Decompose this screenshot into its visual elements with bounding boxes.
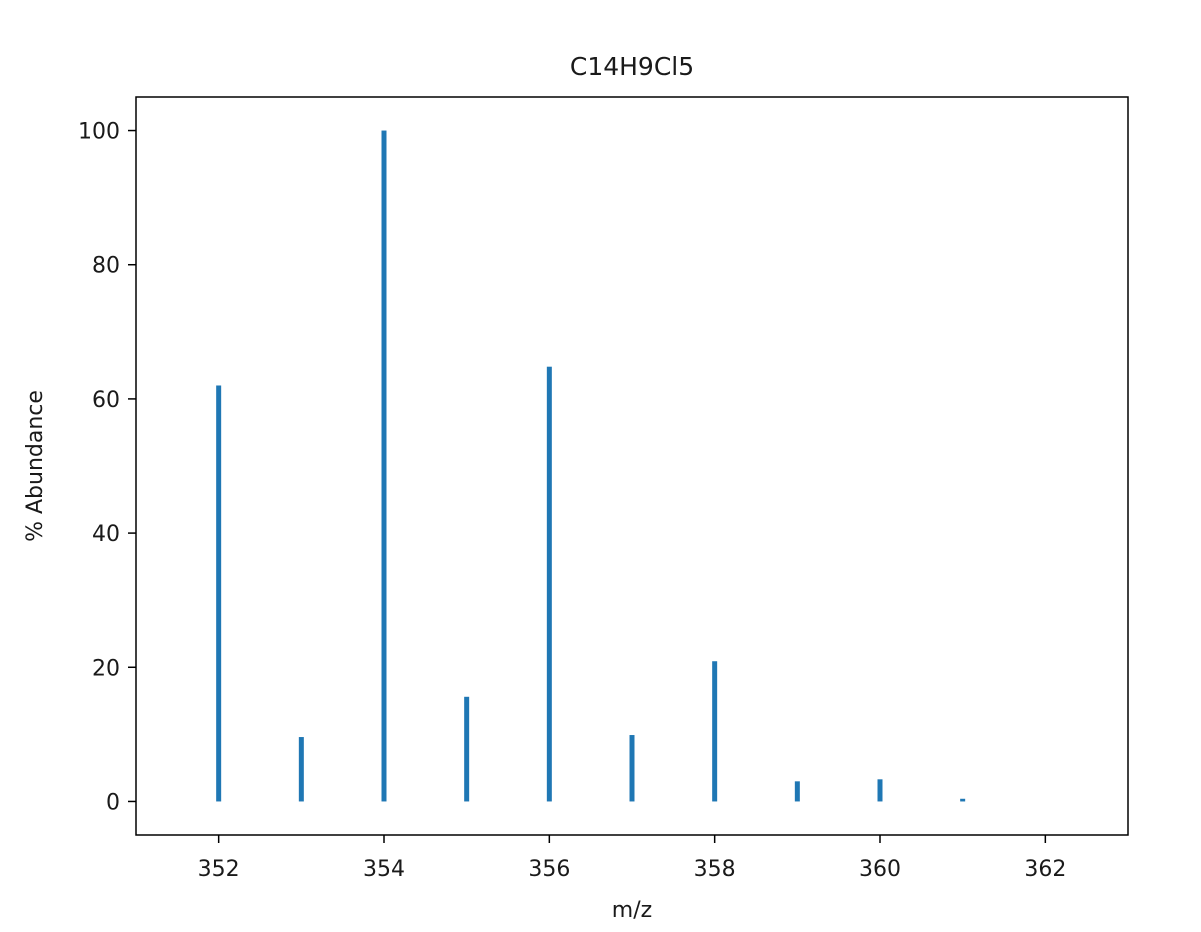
chart-title: C14H9Cl5 [570, 52, 694, 81]
bar-361 [960, 798, 966, 802]
x-tick-label: 352 [198, 857, 240, 882]
bar-358 [712, 661, 718, 802]
plot-frame [135, 96, 1129, 836]
bar-354 [381, 130, 387, 802]
y-axis-ticks: 0 20 40 60 80 100 [78, 120, 136, 815]
y-tick-label: 0 [106, 790, 120, 815]
bar-360 [877, 779, 883, 802]
bar-357 [629, 735, 635, 802]
y-tick-label: 40 [92, 522, 120, 547]
x-axis-ticks: 352 354 356 358 360 362 [198, 835, 1066, 882]
bar-352 [216, 385, 222, 802]
y-tick-label: 60 [92, 388, 120, 413]
x-tick-label: 360 [859, 857, 901, 882]
bar-355 [464, 696, 470, 802]
y-axis-label: % Abundance [23, 390, 48, 542]
y-tick-label: 20 [92, 656, 120, 681]
x-axis-label: m/z [612, 898, 652, 923]
y-tick-label: 80 [92, 254, 120, 279]
bar-356 [546, 366, 552, 802]
x-tick-label: 354 [363, 857, 405, 882]
bar-359 [794, 781, 800, 802]
spectrum-bars [216, 130, 966, 802]
bar-353 [298, 737, 304, 802]
x-tick-label: 362 [1024, 857, 1066, 882]
y-tick-label: 100 [78, 120, 120, 145]
x-tick-label: 356 [528, 857, 570, 882]
x-tick-label: 358 [694, 857, 736, 882]
